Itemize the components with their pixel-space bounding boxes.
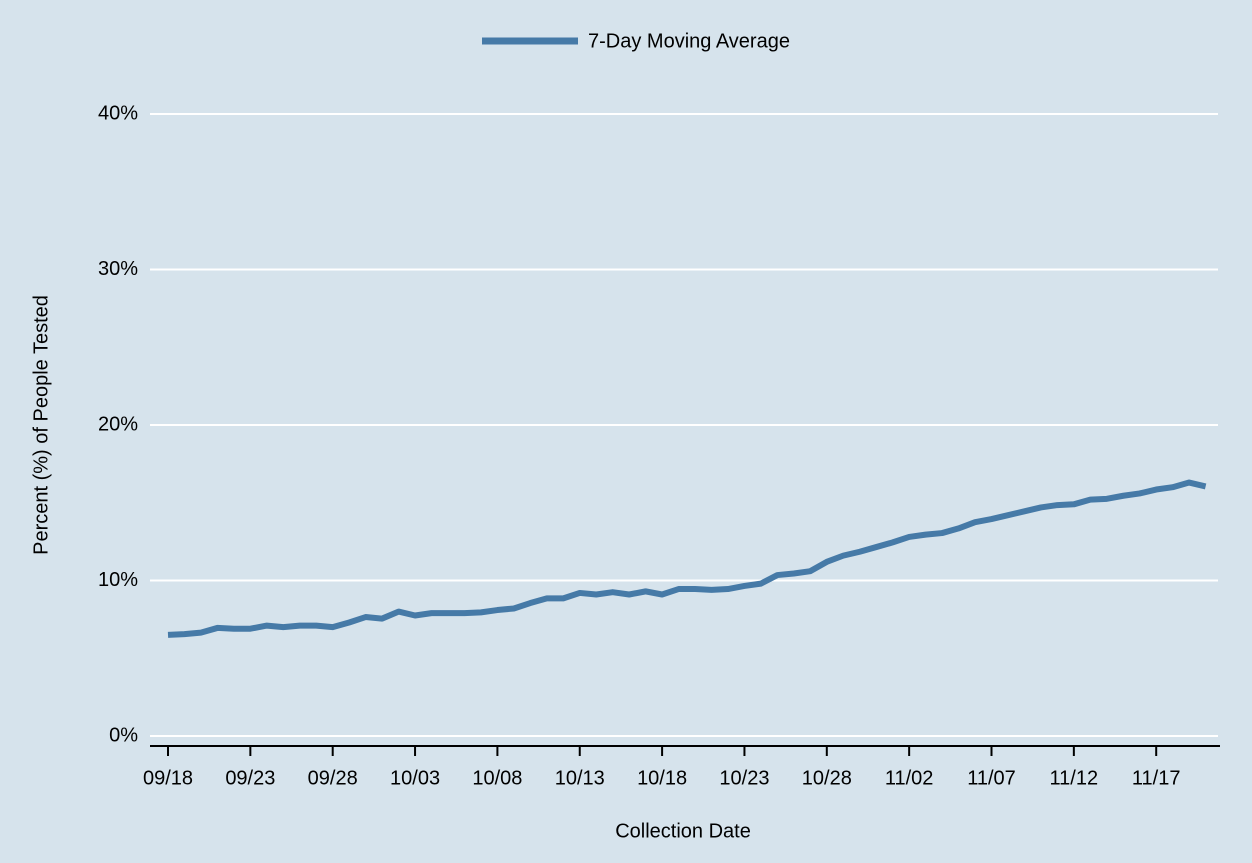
data-line <box>167 479 1207 638</box>
x-tick-label: 10/13 <box>555 767 605 789</box>
y-tick-label: 20% <box>98 413 138 435</box>
x-axis-label: Collection Date <box>615 820 751 842</box>
y-axis-label: Percent (%) of People Tested <box>30 295 52 555</box>
y-tick-label: 10% <box>98 569 138 591</box>
x-tick-label: 10/08 <box>472 767 522 789</box>
y-tick-label: 0% <box>109 724 138 746</box>
y-tick-label: 30% <box>98 258 138 280</box>
x-tick-label: 10/23 <box>719 767 769 789</box>
x-tick-label: 10/03 <box>390 767 440 789</box>
x-tick-label: 10/18 <box>637 767 687 789</box>
x-tick-label: 10/28 <box>802 767 852 789</box>
x-tick-label: 11/17 <box>1132 767 1181 789</box>
x-tick-label: 09/28 <box>308 767 358 789</box>
legend-label: 7-Day Moving Average <box>588 30 790 52</box>
x-tick-label: 11/12 <box>1050 767 1099 789</box>
x-tick-label: 09/18 <box>143 767 193 789</box>
x-tick-label: 09/23 <box>225 767 275 789</box>
x-tick-label: 11/02 <box>885 767 934 789</box>
x-tick-label: 11/07 <box>967 767 1016 789</box>
y-tick-label: 40% <box>98 102 138 124</box>
